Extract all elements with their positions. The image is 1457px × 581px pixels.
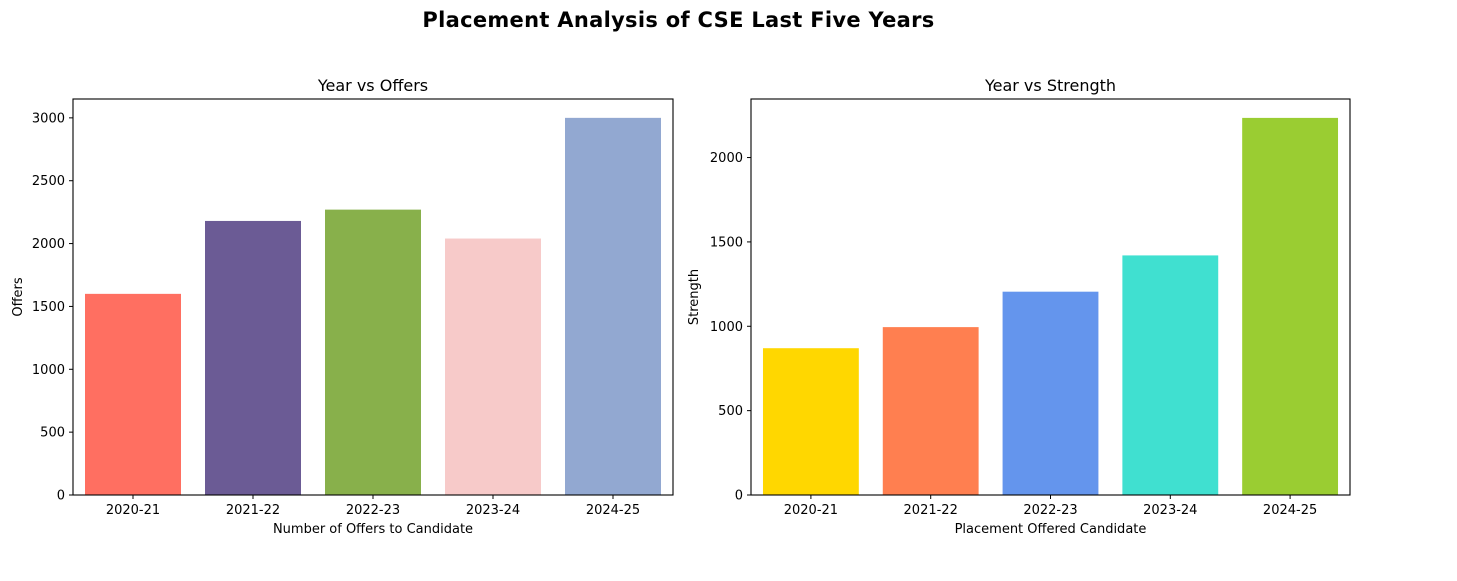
offers-x-axis-label: Number of Offers to Candidate [273, 522, 473, 537]
offers-y-tick-label: 2500 [32, 174, 65, 189]
offers-y-tick-label: 1500 [32, 300, 65, 315]
offers-bar-2022-23 [325, 209, 421, 495]
strength-bar-2024-25 [1242, 117, 1339, 496]
offers-x-tick-label: 2023-24 [466, 503, 520, 518]
offers-bar-2020-21 [85, 293, 181, 495]
offers-bar-2023-24 [445, 238, 541, 496]
strength-x-axis-label: Placement Offered Candidate [955, 522, 1147, 537]
strength-y-tick-label: 0 [735, 489, 743, 504]
strength-y-tick-label: 1000 [710, 320, 743, 335]
strength-y-axis-label: Strength [687, 269, 702, 325]
figure-title: Placement Analysis of CSE Last Five Year… [422, 8, 935, 32]
offers-bar-2021-22 [205, 220, 301, 495]
strength-bar-2022-23 [1002, 291, 1099, 495]
strength-x-tick-label: 2024-25 [1263, 503, 1317, 518]
strength-x-tick-label: 2021-22 [904, 503, 958, 518]
offers-x-tick-label: 2021-22 [226, 503, 280, 518]
strength-y-tick-label: 1500 [710, 235, 743, 250]
strength-bar-2020-21 [762, 348, 859, 495]
offers-chart-title: Year vs Offers [317, 76, 428, 95]
offers-y-tick-label: 0 [57, 489, 65, 504]
offers-x-tick-label: 2024-25 [586, 503, 640, 518]
strength-y-tick-label: 500 [718, 404, 743, 419]
strength-bar-2023-24 [1122, 255, 1219, 495]
offers-y-tick-label: 3000 [32, 111, 65, 126]
offers-y-tick-label: 2000 [32, 237, 65, 252]
strength-x-tick-label: 2022-23 [1023, 503, 1077, 518]
offers-bar-2024-25 [565, 117, 661, 495]
strength-x-tick-label: 2020-21 [784, 503, 838, 518]
offers-x-tick-label: 2022-23 [346, 503, 400, 518]
offers-y-tick-label: 500 [40, 426, 65, 441]
strength-y-tick-label: 2000 [710, 151, 743, 166]
strength-bar-2021-22 [882, 327, 979, 495]
offers-x-tick-label: 2020-21 [106, 503, 160, 518]
strength-x-tick-label: 2023-24 [1143, 503, 1197, 518]
offers-y-tick-label: 1000 [32, 363, 65, 378]
offers-y-axis-label: Offers [11, 277, 26, 317]
strength-chart-title: Year vs Strength [984, 76, 1116, 95]
